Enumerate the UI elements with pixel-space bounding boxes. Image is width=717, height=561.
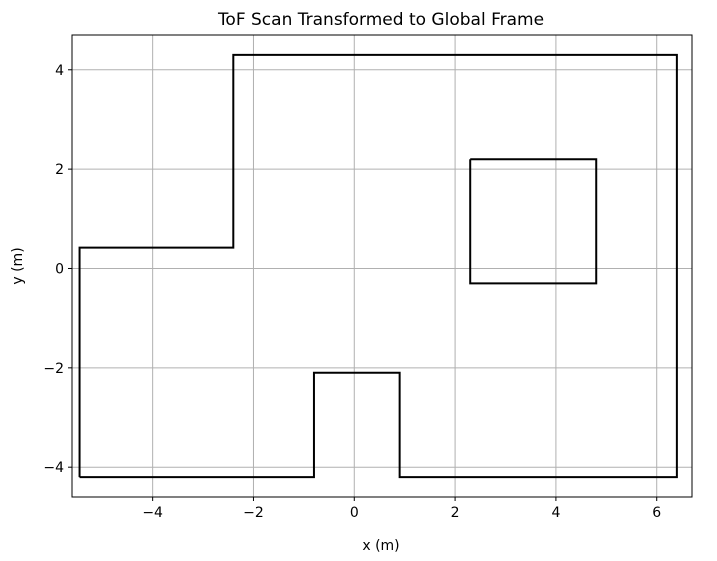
x-tick-label: 0 <box>350 505 359 521</box>
x-tick-label: −2 <box>243 505 264 521</box>
grid <box>72 35 692 497</box>
x-tick-label: 4 <box>551 505 560 521</box>
y-tick-label: −2 <box>43 361 64 377</box>
series-line-0 <box>78 53 678 479</box>
plot-frame <box>71 34 693 498</box>
y-tick-label: 2 <box>55 162 64 178</box>
x-tick-label: 2 <box>451 505 460 521</box>
series-line-1 <box>469 158 598 285</box>
y-axis-label: y (m) <box>10 247 26 284</box>
y-tick-label: 4 <box>55 63 64 79</box>
y-tick-label: 0 <box>55 261 64 277</box>
x-axis-ticks: −4 −2 0 2 4 6 <box>142 497 661 521</box>
y-axis-ticks: −4 −2 0 2 4 <box>43 63 72 476</box>
series-layer <box>78 53 678 479</box>
x-tick-label: −4 <box>142 505 163 521</box>
x-axis-label: x (m) <box>362 538 399 554</box>
x-tick-label: 6 <box>652 505 661 521</box>
chart-title: ToF Scan Transformed to Global Frame <box>217 10 544 30</box>
y-tick-label: −4 <box>43 460 64 476</box>
